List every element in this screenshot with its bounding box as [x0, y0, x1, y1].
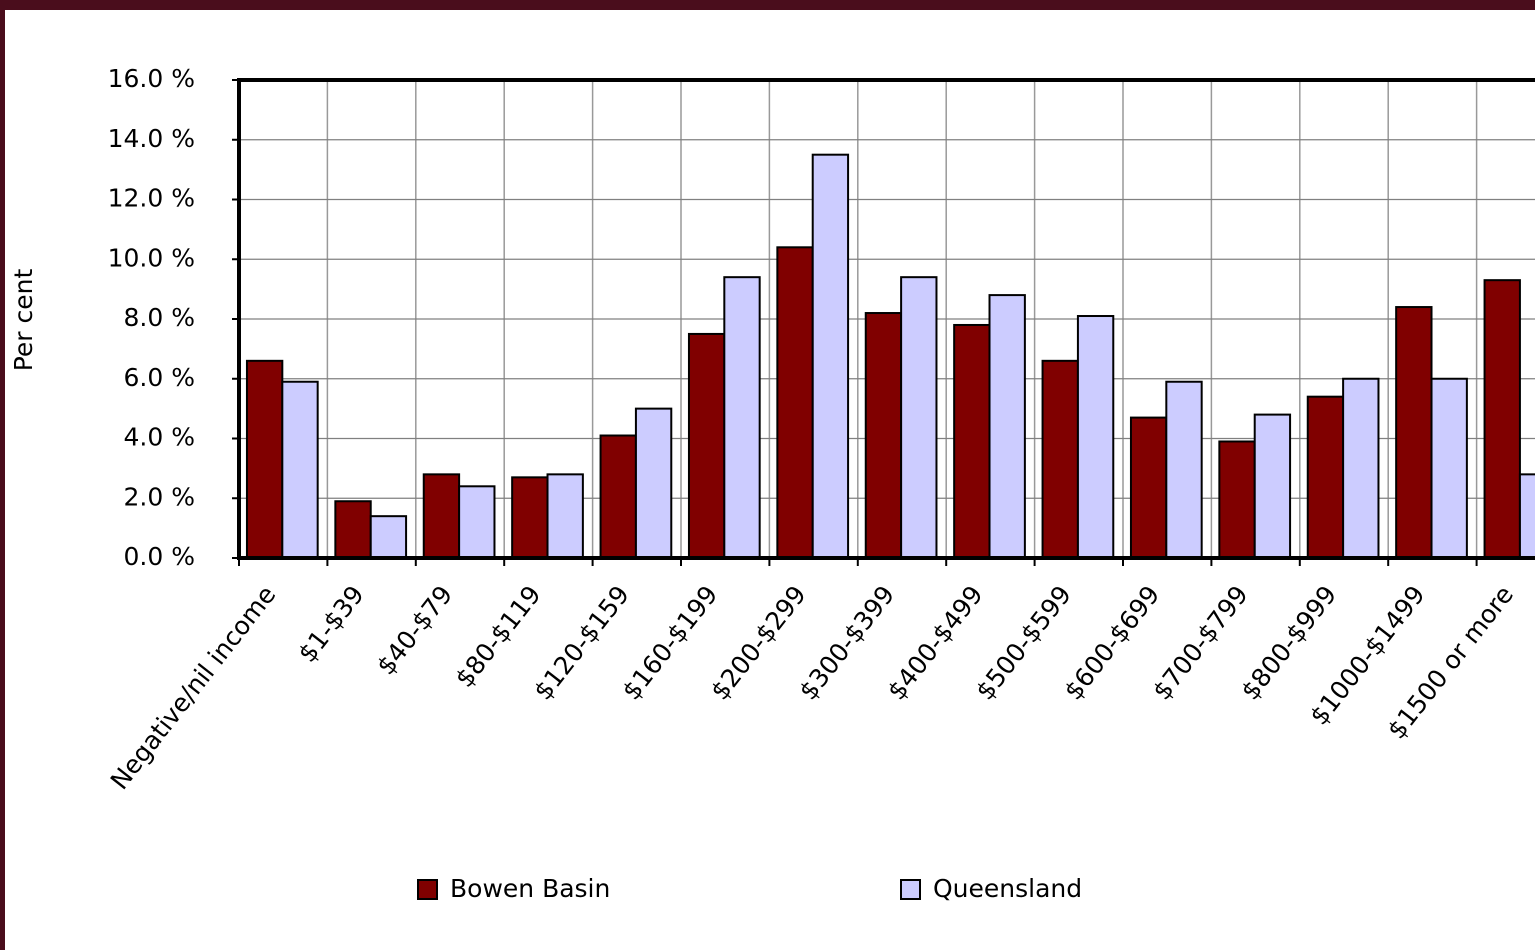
y-tick-label: 6.0 % — [124, 363, 195, 392]
bar — [953, 323, 991, 559]
bar — [1342, 377, 1380, 559]
bar — [546, 473, 584, 560]
bar — [723, 276, 761, 559]
bar — [776, 246, 814, 560]
bar — [245, 359, 284, 560]
plot-border — [237, 78, 1535, 560]
bar — [634, 407, 673, 559]
bar — [599, 434, 637, 560]
bar — [1041, 359, 1079, 560]
bar — [687, 332, 726, 559]
bar — [1218, 440, 1256, 559]
legend-label: Bowen Basin — [450, 874, 610, 903]
y-axis-label: Per cent — [9, 269, 38, 372]
bar — [369, 515, 408, 559]
bar — [1430, 377, 1468, 559]
y-tick-label: 12.0 % — [108, 184, 195, 213]
y-tick-label: 10.0 % — [108, 243, 195, 272]
legend-label: Queensland — [933, 874, 1082, 903]
bar — [458, 485, 496, 559]
bar — [988, 294, 1026, 559]
bar — [1129, 416, 1168, 559]
y-tick-label: 4.0 % — [124, 423, 195, 452]
bar — [1483, 279, 1521, 559]
bar — [1076, 315, 1115, 560]
bar — [1253, 413, 1292, 559]
bar — [864, 312, 903, 559]
bar — [1395, 306, 1433, 559]
bar — [811, 153, 850, 559]
bar — [281, 380, 319, 559]
y-tick-label: 2.0 % — [124, 482, 195, 511]
bar — [334, 500, 372, 559]
y-tick-label: 14.0 % — [108, 124, 195, 153]
legend-swatch — [900, 879, 921, 900]
y-tick-label: 8.0 % — [124, 303, 195, 332]
bar — [422, 473, 461, 560]
y-tick-label: 16.0 % — [108, 64, 195, 93]
bar — [1165, 380, 1203, 559]
bar — [511, 476, 549, 559]
bar — [900, 276, 938, 559]
bar — [1518, 473, 1535, 560]
bar — [1306, 395, 1345, 559]
y-tick-label: 0.0 % — [124, 542, 195, 571]
legend-swatch — [417, 879, 438, 900]
